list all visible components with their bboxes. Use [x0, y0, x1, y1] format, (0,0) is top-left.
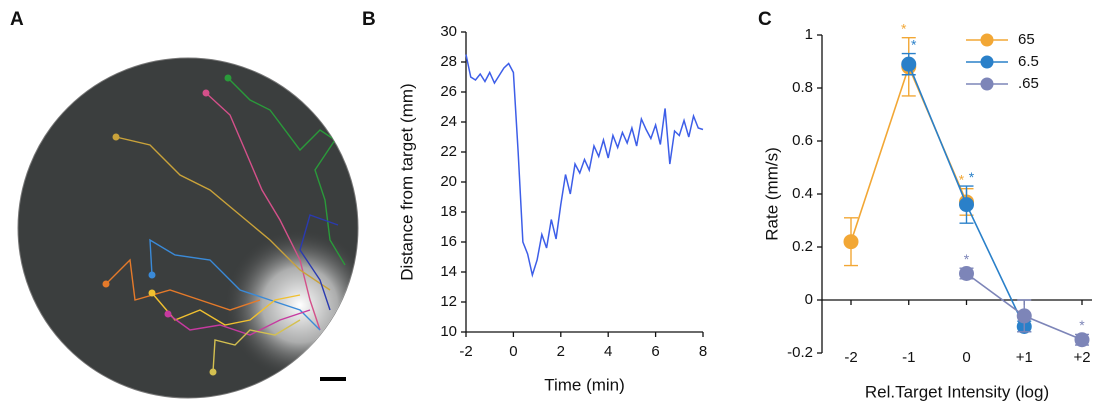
panel-label: C — [758, 9, 772, 30]
x-tick-label: +1 — [1016, 349, 1033, 366]
x-tick-label: 2 — [557, 343, 565, 360]
significance-mark: * — [901, 20, 907, 36]
data-point — [901, 56, 917, 72]
y-tick-label: 30 — [440, 23, 457, 40]
panel-label: A — [10, 9, 24, 30]
legend-marker — [980, 55, 994, 69]
x-tick-label: +2 — [1073, 349, 1090, 366]
x-tick-label: -2 — [459, 343, 472, 360]
significance-mark: * — [1079, 317, 1085, 333]
data-point — [843, 234, 859, 250]
arena-image — [17, 57, 359, 399]
y-tick-label: 24 — [440, 113, 457, 130]
y-tick-label: 26 — [440, 83, 457, 100]
legend-label: 6.5 — [1018, 53, 1039, 70]
x-tick-label: 6 — [651, 343, 659, 360]
y-axis-title: Distance from target (mm) — [397, 83, 416, 280]
legend-marker — [980, 77, 994, 91]
y-tick-label: 28 — [440, 53, 457, 70]
data-point — [1016, 308, 1032, 324]
x-tick-label: -2 — [844, 349, 857, 366]
data-line — [465, 54, 704, 278]
x-tick-label: 0 — [962, 349, 970, 366]
y-tick-label: 0.6 — [792, 132, 813, 149]
legend-label: .65 — [1018, 75, 1039, 92]
y-tick-label: 12 — [440, 293, 457, 310]
y-tick-label: 22 — [440, 143, 457, 160]
significance-mark: * — [964, 251, 970, 267]
track-start — [102, 74, 232, 376]
x-axis-title: Rel.Target Intensity (log) — [865, 382, 1049, 401]
y-tick-label: 18 — [440, 203, 457, 220]
y-tick-label: 0 — [805, 291, 813, 308]
significance-mark: * — [969, 169, 975, 185]
x-tick-label: 0 — [509, 343, 517, 360]
y-tick-label: 1 — [805, 26, 813, 43]
y-tick-label: 0.8 — [792, 79, 813, 96]
y-tick-label: -0.2 — [787, 344, 813, 361]
y-tick-label: 0.2 — [792, 238, 813, 255]
significance-mark: * — [959, 171, 965, 187]
x-tick-label: 8 — [699, 343, 707, 360]
legend-marker — [980, 33, 994, 47]
y-tick-label: 0.4 — [792, 185, 813, 202]
scale-bar — [320, 377, 346, 381]
legend-label: 65 — [1018, 31, 1035, 48]
x-tick-label: 4 — [604, 343, 612, 360]
x-tick-label: -1 — [902, 349, 915, 366]
significance-mark: * — [911, 36, 917, 52]
y-axis-title: Rate (mm/s) — [762, 147, 781, 241]
data-point — [959, 197, 974, 213]
y-tick-label: 20 — [440, 173, 457, 190]
y-tick-label: 16 — [440, 233, 457, 250]
panel-label: B — [362, 9, 376, 30]
y-tick-label: 14 — [440, 263, 457, 280]
data-point — [959, 266, 974, 281]
x-axis-title: Time (min) — [544, 375, 625, 394]
data-point — [1074, 332, 1090, 348]
y-tick-label: 10 — [440, 323, 457, 340]
